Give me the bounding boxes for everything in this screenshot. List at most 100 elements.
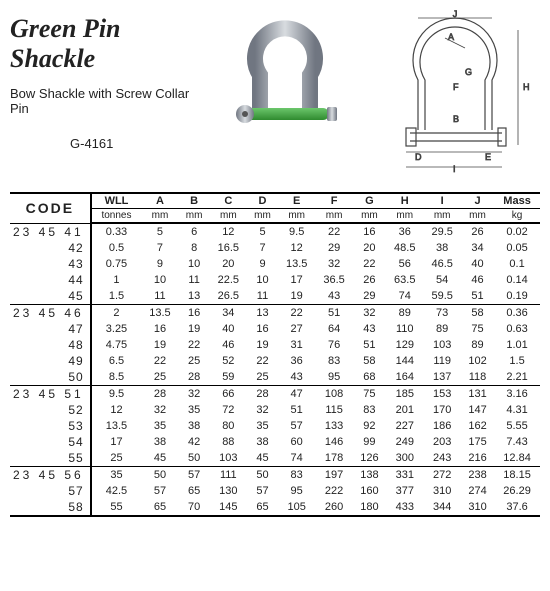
data-cell: 7	[247, 240, 278, 256]
data-cell: 16	[141, 321, 178, 337]
data-cell: 102	[461, 353, 494, 369]
data-cell: 20	[353, 240, 386, 256]
table-row: 496.5222552223683581441191021.5	[10, 353, 540, 369]
data-cell: 6	[179, 223, 210, 240]
data-cell: 108	[315, 385, 352, 402]
code-cell: 43	[10, 256, 91, 272]
data-cell: 57	[247, 483, 278, 499]
data-cell: 51	[315, 304, 352, 321]
table-row: 430.7591020913.532225646.5400.1	[10, 256, 540, 272]
data-cell: 164	[386, 369, 423, 386]
data-cell: 35	[247, 418, 278, 434]
data-cell: 38	[141, 434, 178, 450]
data-cell: 25	[179, 353, 210, 369]
data-cell: 137	[423, 369, 460, 386]
data-cell: 0.5	[91, 240, 142, 256]
data-cell: 13	[179, 288, 210, 305]
data-cell: 433	[386, 499, 423, 516]
code-cell: 49	[10, 353, 91, 369]
data-cell: 5	[247, 223, 278, 240]
data-cell: 25	[141, 369, 178, 386]
data-cell: 58	[353, 353, 386, 369]
data-cell: 17	[278, 272, 315, 288]
data-cell: 146	[315, 434, 352, 450]
data-cell: 89	[423, 321, 460, 337]
data-cell: 63.5	[386, 272, 423, 288]
data-cell: 83	[278, 466, 315, 483]
data-cell: 3.25	[91, 321, 142, 337]
shackle-illustration	[215, 10, 355, 150]
data-cell: 377	[386, 483, 423, 499]
data-cell: 9.5	[91, 385, 142, 402]
data-cell: 300	[386, 450, 423, 467]
data-cell: 7	[141, 240, 178, 256]
data-cell: 65	[247, 499, 278, 516]
data-cell: 31	[278, 337, 315, 353]
data-cell: 95	[278, 483, 315, 499]
data-cell: 37.6	[494, 499, 540, 516]
data-cell: 197	[315, 466, 352, 483]
data-cell: 160	[353, 483, 386, 499]
data-cell: 48.5	[386, 240, 423, 256]
data-cell: 70	[179, 499, 210, 516]
data-cell: 19	[179, 321, 210, 337]
data-cell: 46	[461, 272, 494, 288]
data-cell: 13.5	[278, 256, 315, 272]
data-cell: 129	[386, 337, 423, 353]
data-cell: 73	[423, 304, 460, 321]
data-cell: 45	[141, 450, 178, 467]
data-cell: 10	[247, 272, 278, 288]
data-cell: 145	[210, 499, 247, 516]
data-cell: 43	[315, 288, 352, 305]
data-cell: 130	[210, 483, 247, 499]
data-cell: 65	[141, 499, 178, 516]
table-row: 5313.53538803557133922271861625.55	[10, 418, 540, 434]
data-cell: 4.31	[494, 402, 540, 418]
data-cell: 57	[141, 483, 178, 499]
data-cell: 51	[278, 402, 315, 418]
data-cell: 35	[91, 466, 142, 483]
data-cell: 13	[247, 304, 278, 321]
data-cell: 16.5	[210, 240, 247, 256]
data-cell: 75	[461, 321, 494, 337]
data-cell: 76	[315, 337, 352, 353]
data-cell: 26	[353, 272, 386, 288]
data-cell: 0.75	[91, 256, 142, 272]
data-cell: 29.5	[423, 223, 460, 240]
data-cell: 34	[210, 304, 247, 321]
svg-text:E: E	[485, 152, 491, 162]
data-cell: 50	[247, 466, 278, 483]
data-cell: 88	[210, 434, 247, 450]
svg-text:H: H	[523, 82, 530, 92]
data-cell: 12	[210, 223, 247, 240]
spec-table: CODE WLLAB CDE FGH IJMass tonnesmmmm mmm…	[10, 192, 540, 517]
dimension-diagram: J A G F B D E I H	[370, 10, 540, 180]
data-cell: 17	[91, 434, 142, 450]
data-cell: 57	[179, 466, 210, 483]
svg-text:F: F	[453, 82, 459, 92]
data-cell: 147	[461, 402, 494, 418]
data-cell: 22	[315, 223, 352, 240]
data-cell: 20	[210, 256, 247, 272]
data-cell: 51	[353, 337, 386, 353]
data-cell: 216	[461, 450, 494, 467]
data-cell: 162	[461, 418, 494, 434]
data-cell: 32	[247, 402, 278, 418]
data-cell: 99	[353, 434, 386, 450]
data-cell: 222	[315, 483, 352, 499]
data-cell: 1.5	[91, 288, 142, 305]
data-cell: 43	[278, 369, 315, 386]
data-cell: 32	[315, 256, 352, 272]
data-cell: 19	[141, 337, 178, 353]
data-cell: 2	[91, 304, 142, 321]
data-cell: 95	[315, 369, 352, 386]
data-cell: 35	[179, 402, 210, 418]
data-cell: 9.5	[278, 223, 315, 240]
data-cell: 32	[141, 402, 178, 418]
data-cell: 19	[278, 288, 315, 305]
code-cell: 45	[10, 288, 91, 305]
data-cell: 22	[141, 353, 178, 369]
code-cell: 44	[10, 272, 91, 288]
data-cell: 3.16	[494, 385, 540, 402]
svg-text:D: D	[415, 152, 422, 162]
